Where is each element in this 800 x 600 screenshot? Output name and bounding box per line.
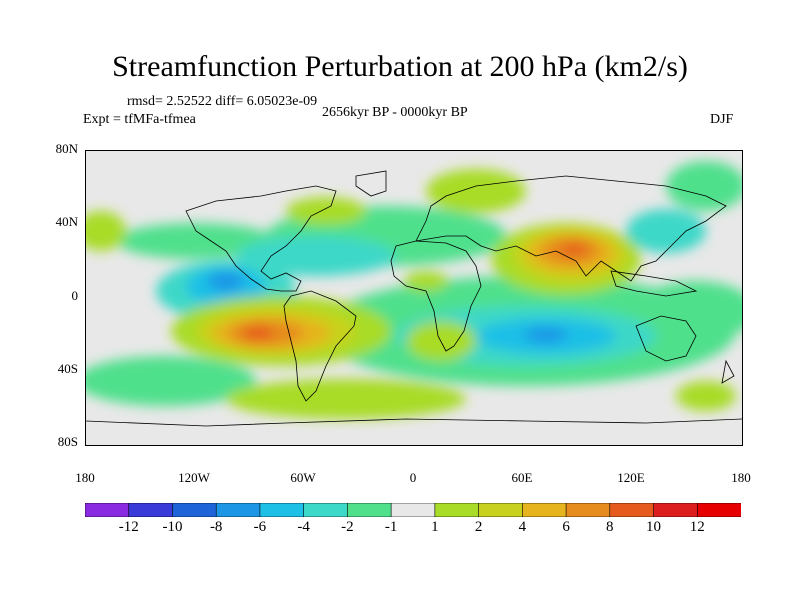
colorbar-swatch <box>390 503 436 517</box>
colorbar-label: 4 <box>518 519 527 535</box>
map-plot-area <box>85 150 743 446</box>
colorbar-label: -8 <box>209 519 223 535</box>
southern-pos <box>226 379 466 419</box>
lat-tick: 80N <box>55 141 78 156</box>
stats-text: rmsd= 2.52522 diff= 6.05023e-09 <box>127 94 318 109</box>
antarctica-coast <box>86 418 742 427</box>
coastlines <box>86 170 742 427</box>
colorbar-label: -4 <box>297 519 310 535</box>
west-pacific-belt <box>636 281 742 341</box>
sam-pos-10 <box>242 326 274 340</box>
experiment-label: Expt = tfMFa-tfmea <box>83 112 196 127</box>
colorbar-swatch <box>653 503 699 517</box>
colorbar-label: -1 <box>384 519 398 535</box>
south-pacific-belt <box>86 356 256 406</box>
colorbar-swatch <box>696 503 741 517</box>
colorbar-swatch <box>609 503 655 517</box>
colorbar-swatch <box>478 503 524 517</box>
lon-tick: 180 <box>75 470 95 485</box>
lon-tick: 60W <box>290 470 316 485</box>
sw-pacific-pos <box>676 381 736 411</box>
lon-tick: 120W <box>178 470 210 485</box>
chart-title: Streamfunction Perturbation at 200 hPa (… <box>112 50 688 83</box>
east-pacific-min <box>208 271 244 291</box>
colorbar-label: -6 <box>253 519 267 535</box>
colorbar-label: 1 <box>431 519 439 535</box>
lat-tick: 40N <box>55 214 78 229</box>
colorbar-swatch <box>128 503 174 517</box>
australia-coast <box>635 315 697 362</box>
greenland-coast <box>355 170 387 197</box>
contour-map <box>86 151 742 445</box>
lat-tick: 40S <box>57 361 78 376</box>
colorbar-label: -12 <box>118 519 139 535</box>
dateline-pos <box>86 211 126 251</box>
colorbar-swatch <box>565 503 611 517</box>
lon-tick: 0 <box>409 470 417 485</box>
arctic-belt <box>666 161 742 211</box>
colorbar-swatch <box>85 503 130 517</box>
atlantic-pos <box>286 197 366 225</box>
season-label: DJF <box>710 112 734 127</box>
colorbar-swatch <box>172 503 218 517</box>
colorbar-swatch <box>259 503 305 517</box>
colorbar-label: 8 <box>606 519 614 535</box>
colorbar-label: 10 <box>646 519 662 535</box>
colorbar-label: 6 <box>562 519 570 535</box>
colorbar-label: -10 <box>162 519 183 535</box>
eurasia-coast <box>415 175 727 282</box>
colorbar-swatch <box>303 503 349 517</box>
lat-tick: 80S <box>57 434 78 449</box>
north-america-coast <box>185 185 337 292</box>
anomaly-fills <box>86 161 742 419</box>
colorbar-label: 2 <box>474 519 483 535</box>
colorbar-label: 12 <box>689 519 705 535</box>
colorbar-swatch <box>347 503 392 517</box>
colorbar-swatch <box>215 503 261 517</box>
africa-coast <box>390 240 482 352</box>
lat-tick: 0 <box>71 288 79 303</box>
north-america-neg <box>236 236 396 276</box>
asia-pos-10 <box>560 243 588 255</box>
colorbar-swatch <box>522 503 567 517</box>
lon-tick: 60E <box>511 470 533 485</box>
new-zealand-coast <box>721 359 735 384</box>
north-pacific-belt <box>116 223 276 259</box>
maritime-continent-coast <box>610 270 698 297</box>
colorbar-swatch <box>434 503 480 517</box>
africa-pos <box>404 271 448 291</box>
japan-neg <box>626 209 706 253</box>
period-label: 2656kyr BP - 0000kyr BP <box>322 105 468 120</box>
south-america-coast <box>283 290 357 402</box>
eurasia-pos <box>426 169 526 213</box>
lon-tick: 180 <box>731 470 751 485</box>
indian-min <box>524 327 568 343</box>
colorbar-label: -2 <box>341 519 354 535</box>
colorbar <box>85 503 741 517</box>
lon-tick: 120E <box>617 470 645 485</box>
